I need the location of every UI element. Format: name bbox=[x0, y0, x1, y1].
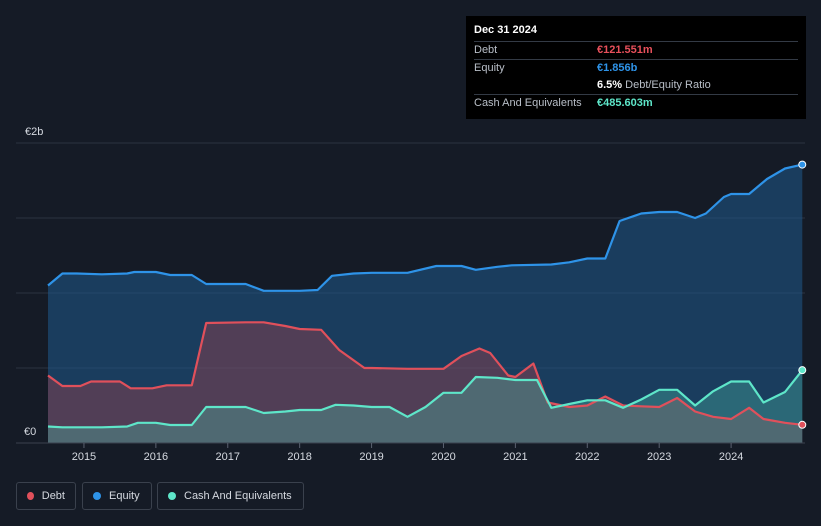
tooltip-row-ratio: 6.5% Debt/Equity Ratio bbox=[474, 77, 798, 94]
end-markers bbox=[798, 160, 807, 429]
x-tick-label: 2018 bbox=[287, 451, 311, 463]
tooltip-row-cash: Cash And Equivalents €485.603m bbox=[474, 94, 798, 112]
x-tick-label: 2019 bbox=[359, 451, 383, 463]
debt-line bbox=[47, 321, 803, 426]
legend-label: Equity bbox=[109, 490, 140, 502]
tooltip-value: €485.603m bbox=[597, 97, 653, 109]
y-axis-bottom-label: €0 bbox=[24, 426, 36, 438]
tooltip-ratio-value: 6.5% bbox=[597, 79, 623, 91]
series-lines bbox=[47, 163, 804, 429]
legend-dot-icon bbox=[168, 492, 176, 500]
tooltip-ratio-label: Debt/Equity Ratio bbox=[622, 79, 711, 91]
legend-label: Debt bbox=[41, 490, 65, 502]
x-tick-label: 2021 bbox=[503, 451, 527, 463]
y-axis-top-label: €2b bbox=[25, 126, 43, 138]
tooltip-date: Dec 31 2024 bbox=[474, 24, 537, 36]
x-tick-label: 2020 bbox=[431, 451, 455, 463]
legend-label: Cash And Equivalents bbox=[184, 490, 292, 502]
legend-item-equity[interactable]: Equity bbox=[82, 482, 152, 510]
axes: €2b €0 2015 2016 2017 2018 2019 2020 2021 2022 202… bbox=[16, 126, 805, 463]
tooltip-value: €1.856b bbox=[597, 62, 638, 74]
x-tick-label: 2017 bbox=[216, 451, 240, 463]
cash-and-equivalents-end-marker bbox=[798, 366, 807, 375]
equity-area bbox=[48, 164, 803, 443]
equity-end-marker bbox=[798, 160, 807, 169]
x-tick-label: 2023 bbox=[647, 451, 671, 463]
tooltip-ratio: 6.5% Debt/Equity Ratio bbox=[597, 77, 711, 93]
tooltip-row-equity: Equity €1.856b bbox=[474, 59, 798, 77]
x-tick-label: 2024 bbox=[719, 451, 743, 463]
legend-dot-icon bbox=[27, 492, 34, 500]
tooltip-label: Debt bbox=[474, 44, 498, 56]
debt-area bbox=[48, 322, 803, 443]
equity-line bbox=[47, 163, 803, 292]
legend-dot-icon bbox=[93, 492, 101, 500]
tooltip-row-debt: Debt €121.551m bbox=[474, 41, 798, 59]
tooltip-panel: Dec 31 2024 Debt €121.551m Equity €1.856… bbox=[466, 16, 806, 119]
x-tick-label: 2016 bbox=[144, 451, 168, 463]
cash-and-equivalents-line bbox=[47, 369, 804, 429]
debt-end-marker bbox=[798, 420, 807, 429]
tooltip-value: €121.551m bbox=[597, 44, 653, 56]
legend-item-debt[interactable]: Debt bbox=[16, 482, 76, 510]
tooltip-label: Equity bbox=[474, 62, 505, 74]
x-tick-label: 2015 bbox=[72, 451, 96, 463]
series-areas bbox=[48, 164, 803, 443]
legend-item-cash[interactable]: Cash And Equivalents bbox=[157, 482, 304, 510]
tooltip-label: Cash And Equivalents bbox=[474, 97, 582, 109]
x-tick-label: 2022 bbox=[575, 451, 599, 463]
cash-and-equivalents-area bbox=[48, 370, 803, 443]
